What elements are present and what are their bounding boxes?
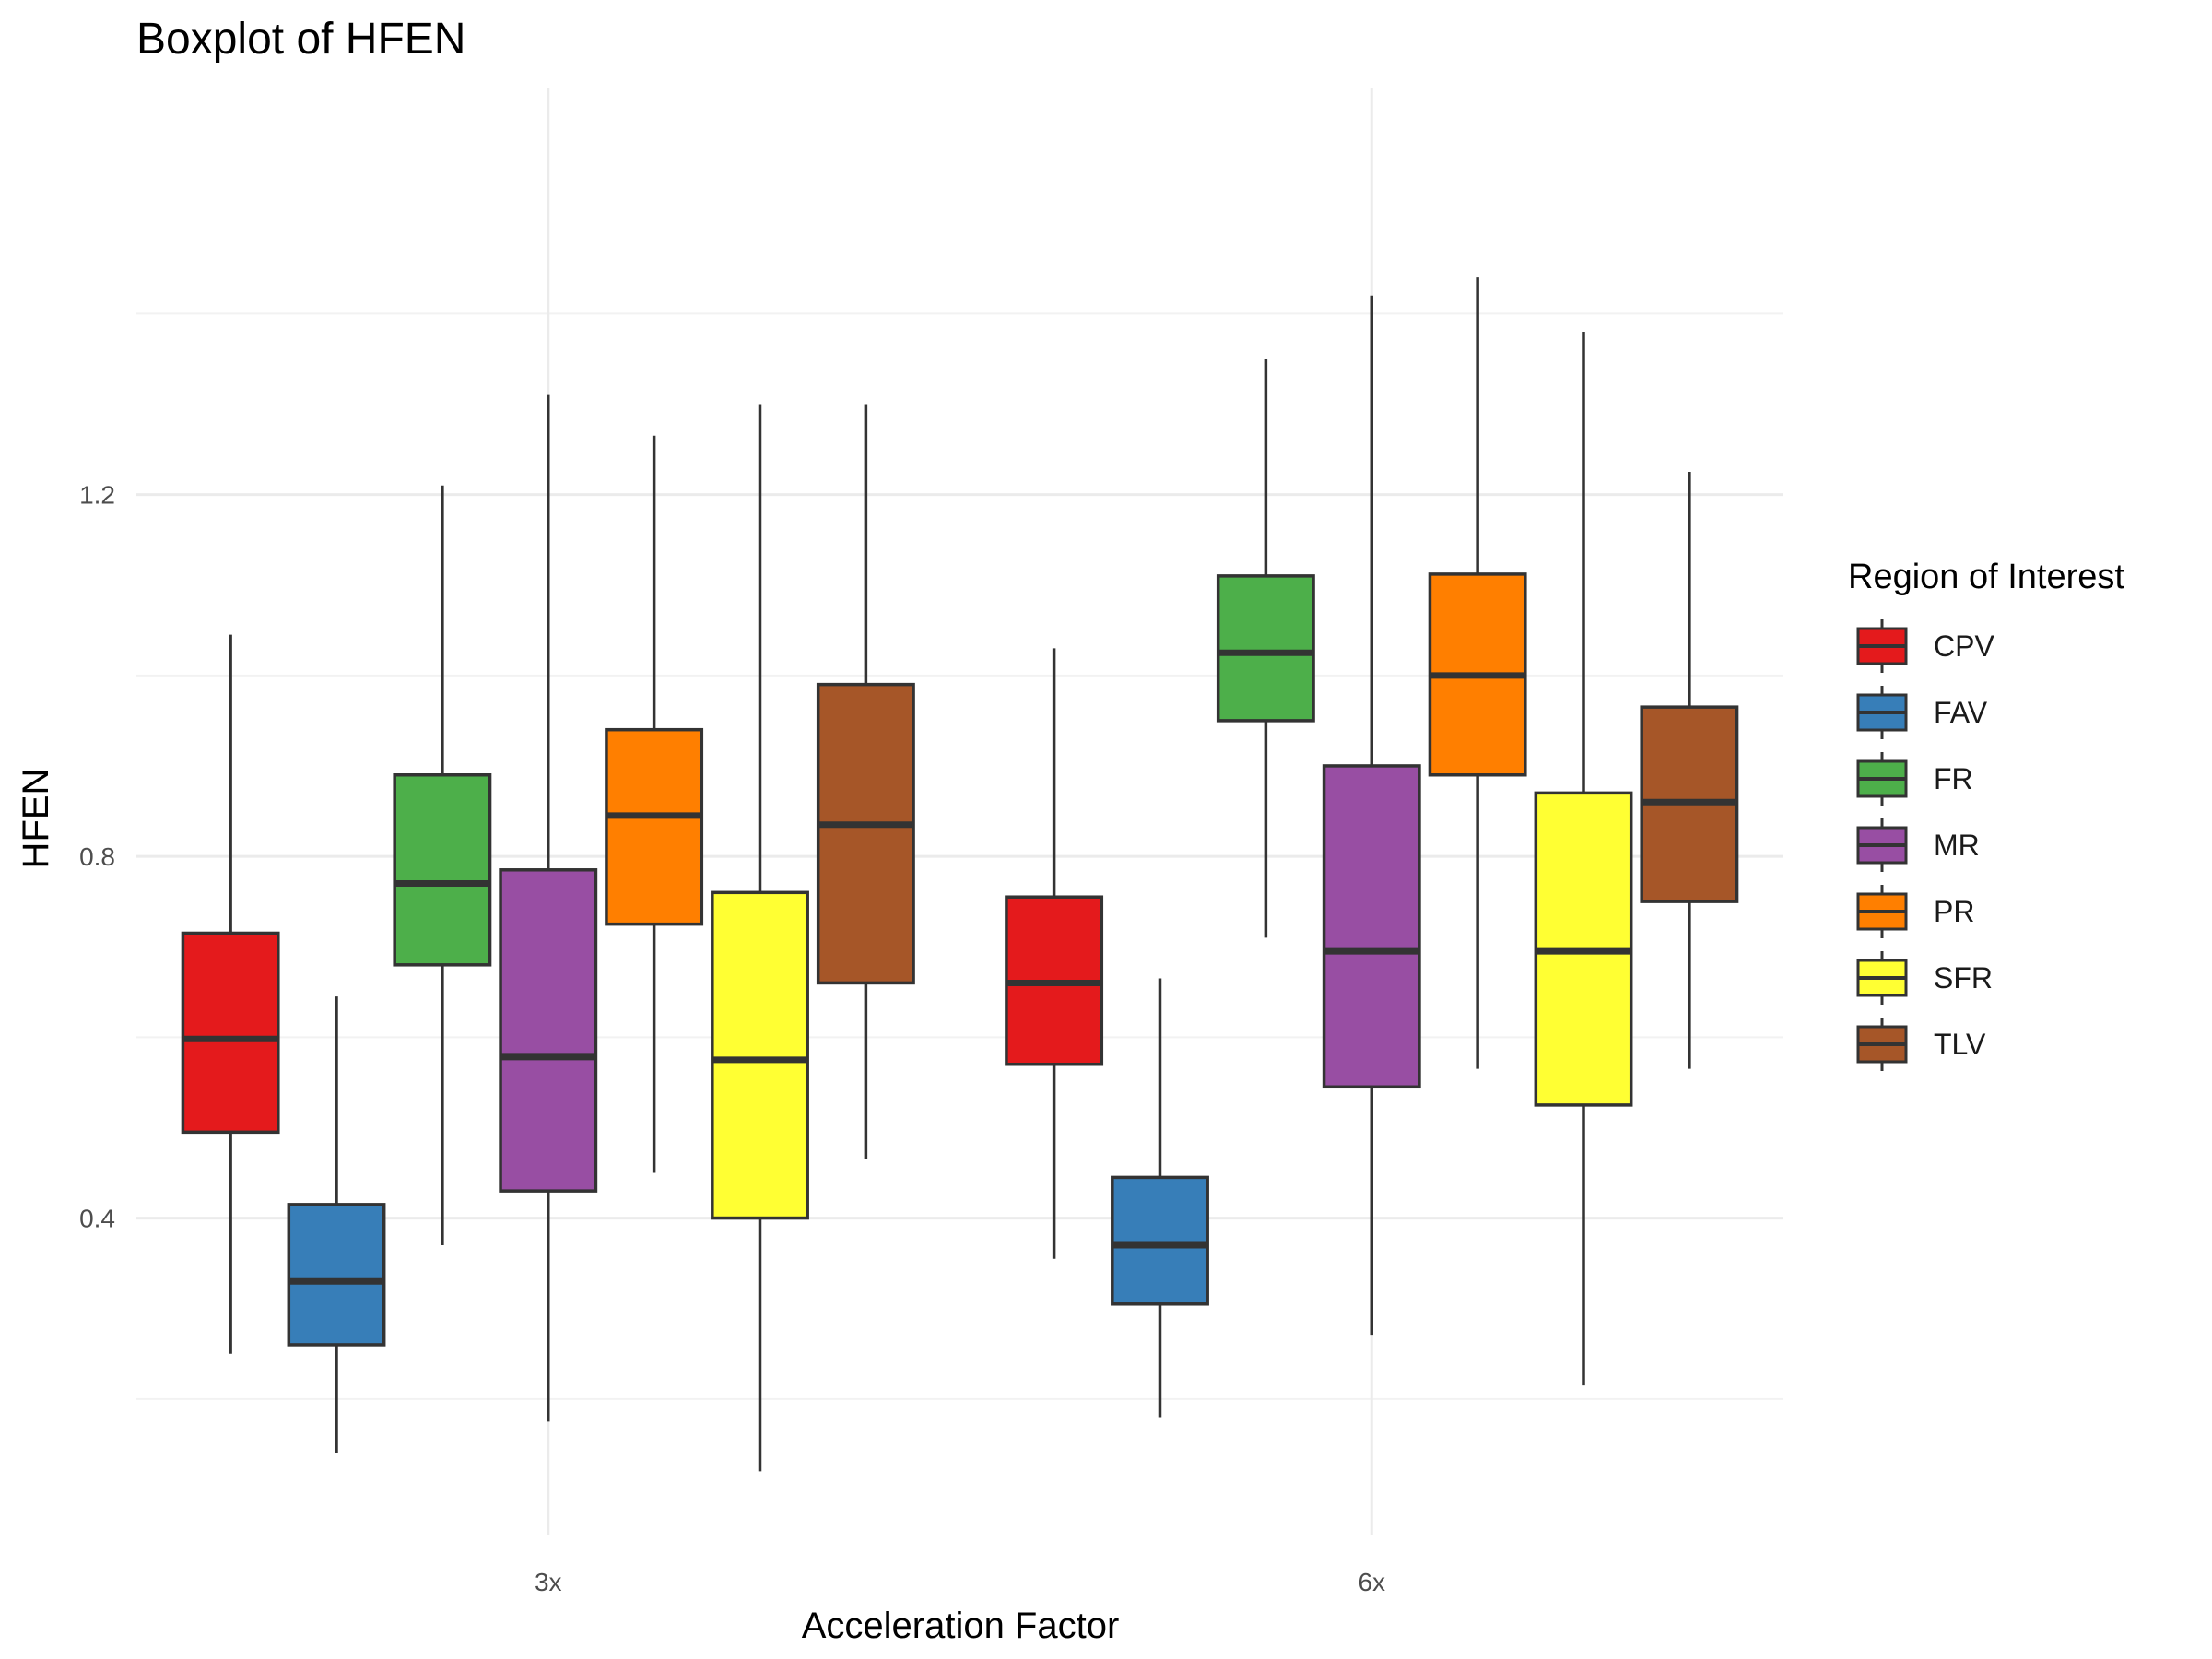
box-mr-6x: [1322, 295, 1421, 1336]
y-tick-label: 1.2: [79, 481, 115, 510]
box-sfr-6x: [1534, 331, 1633, 1386]
legend-item-fr: FR: [1856, 752, 1973, 806]
legend-label: PR: [1934, 895, 1974, 928]
box-cpv-6x: [1005, 648, 1104, 1259]
axes: 0.4 0.8 1.2 3x 6x: [79, 481, 1385, 1596]
legend-label: TLV: [1934, 1028, 1986, 1061]
box-fr-6x: [1216, 359, 1315, 938]
legend-item-mr: MR: [1856, 818, 1980, 872]
box-groups: [181, 277, 1739, 1472]
iqr-box: [605, 727, 704, 926]
box-cpv-3x: [181, 634, 280, 1354]
legend-item-fav: FAV: [1856, 686, 1988, 739]
box-pr-6x: [1428, 277, 1527, 1069]
iqr-box: [287, 1203, 386, 1347]
iqr-box: [1322, 764, 1421, 1089]
box-fav-3x: [287, 996, 386, 1453]
box-fr-3x: [393, 485, 492, 1245]
legend-item-sfr: SFR: [1856, 951, 1993, 1005]
box-tlv-6x: [1640, 472, 1739, 1069]
chart-title: Boxplot of HFEN: [136, 15, 465, 64]
box-tlv-3x: [816, 404, 915, 1159]
x-tick-label: 6x: [1358, 1568, 1385, 1596]
legend-label: MR: [1934, 829, 1980, 862]
legend-label: SFR: [1934, 961, 1993, 994]
iqr-box: [711, 890, 809, 1220]
box-fav-6x: [1111, 978, 1209, 1418]
x-axis-title: Acceleration Factor: [802, 1606, 1120, 1646]
legend-item-pr: PR: [1856, 885, 1974, 938]
legend-item-cpv: CPV: [1856, 619, 1994, 673]
y-tick-label: 0.4: [79, 1205, 115, 1233]
iqr-box: [393, 773, 492, 967]
iqr-box: [499, 868, 598, 1193]
iqr-box: [181, 931, 280, 1135]
box-sfr-3x: [711, 404, 809, 1472]
box-mr-3x: [499, 394, 598, 1422]
y-tick-label: 0.8: [79, 842, 115, 871]
legend-item-tlv: TLV: [1856, 1018, 1986, 1071]
iqr-box: [1111, 1175, 1209, 1306]
box-pr-3x: [605, 435, 704, 1173]
legend-label: CPV: [1934, 629, 1994, 663]
y-axis-title: HFEN: [16, 769, 56, 869]
legend-label: FR: [1934, 762, 1973, 795]
x-tick-label: 3x: [535, 1568, 562, 1596]
legend: Region of Interest CPV FAV FR MR PR SFR TLV: [1848, 558, 2124, 1071]
legend-label: FAV: [1934, 696, 1988, 729]
iqr-box: [1216, 574, 1315, 723]
iqr-box: [816, 682, 915, 985]
legend-title: Region of Interest: [1848, 558, 2124, 596]
